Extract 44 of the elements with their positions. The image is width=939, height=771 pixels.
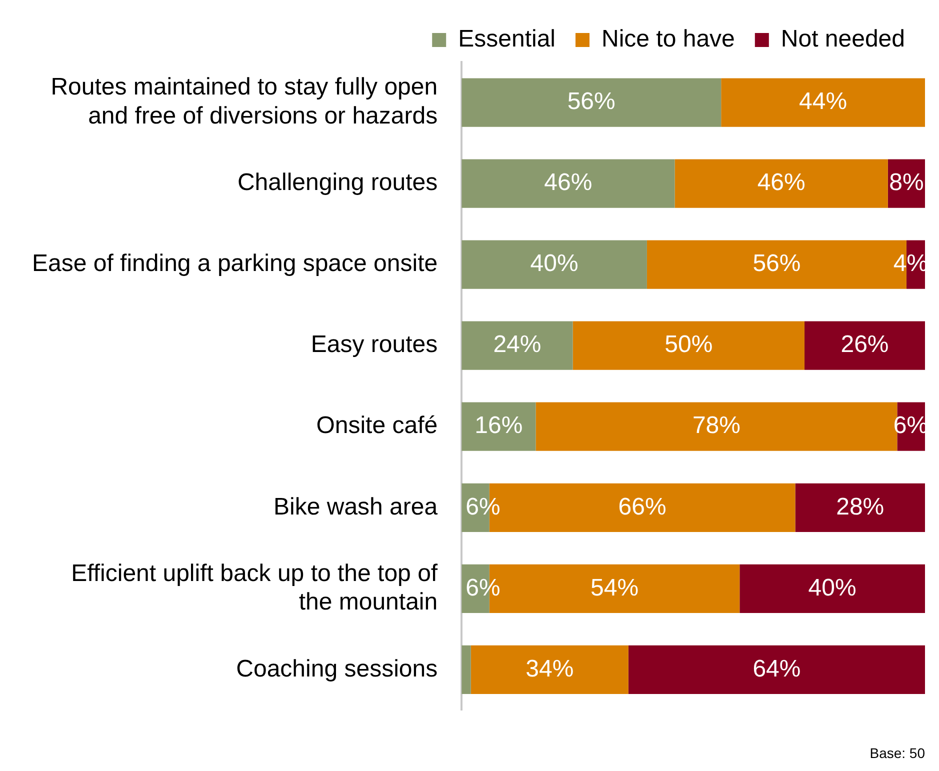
data-label: 26% [840,331,889,358]
bar [674,159,888,208]
data-label: 56% [752,250,801,278]
data-label: 8% [889,169,924,196]
legend-label: Essential [458,26,556,53]
bar [462,645,471,694]
legend-label: Nice to have [601,26,735,53]
data-label: 56% [567,88,616,116]
bar [462,240,647,289]
y-tick-label: Coaching sessions [236,655,438,682]
data-label: 54% [590,574,639,602]
bar [740,564,925,613]
text: Base: 50 [870,744,926,761]
bar [628,645,925,694]
data-label: 66% [618,493,666,520]
data-label: 46% [757,169,806,196]
bar [795,483,925,532]
y-tick-label: Ease of finding a parking space onsite [32,250,438,278]
y-tick-label: Onsite café [316,412,438,440]
data-label: 50% [664,331,713,358]
bar [804,321,925,370]
data-label: 40% [530,250,578,278]
bar [572,321,805,370]
data-label: 44% [799,88,848,116]
bar [470,645,628,694]
y-tick-label: Challenging routes [237,169,438,196]
y-tick-label: Efficient uplift back up to the top of the mountain [71,560,438,616]
data-label: 16% [474,412,523,440]
data-label: 34% [526,655,574,682]
data-label: 28% [836,493,884,520]
bar [462,321,573,370]
y-tick-label: Routes maintained to stay fully open and free of diversions or hazards [50,74,438,130]
legend-label: Not needed [780,26,906,53]
bar [721,78,925,127]
bar [462,402,536,451]
y-tick-label: Bike wash area [274,493,438,520]
data-label: 64% [752,655,801,682]
bar [462,159,675,208]
y-tick-label: Easy routes [310,331,438,358]
data-label: 46% [544,169,592,196]
data-label: 40% [808,574,856,602]
bar [462,78,722,127]
data-label: 78% [692,412,740,440]
data-label: 24% [493,331,542,358]
